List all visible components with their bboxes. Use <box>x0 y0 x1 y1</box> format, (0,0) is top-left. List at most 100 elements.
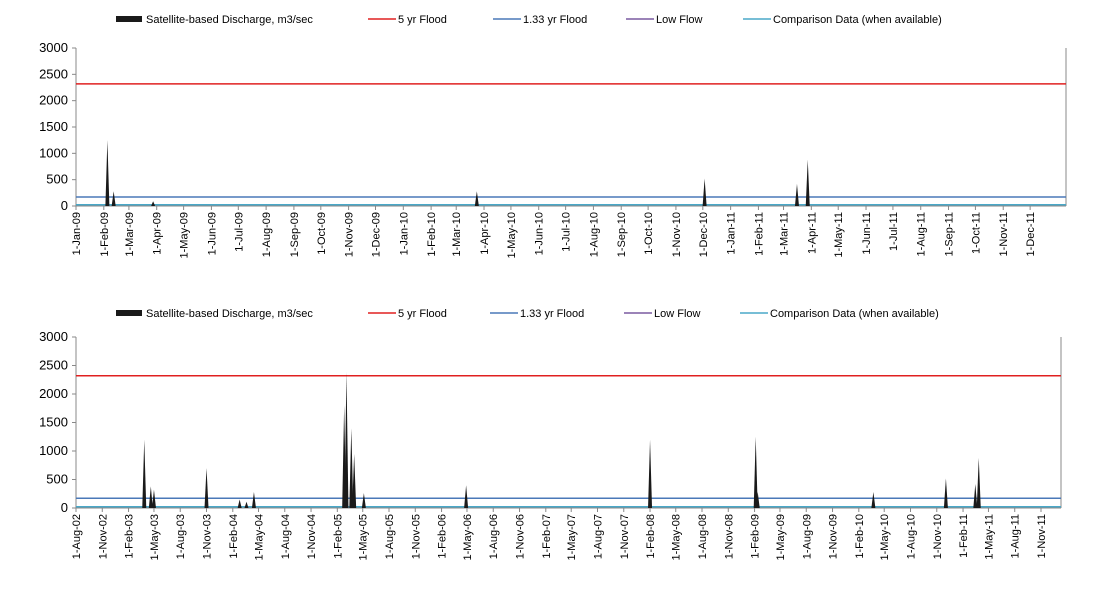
x-tick-label: 1-Nov-05 <box>410 514 422 559</box>
x-tick-label: 1-Aug-05 <box>384 514 396 559</box>
x-tick-label: 1-Feb-07 <box>541 514 553 559</box>
y-tick-label: 1500 <box>39 119 68 134</box>
x-tick-label: 1-Feb-03 <box>124 514 136 559</box>
x-tick-label: 1-May-09 <box>775 514 787 560</box>
x-tick-label: 1-May-08 <box>671 514 683 560</box>
discharge-spike <box>973 484 978 508</box>
x-tick-label: 1-Aug-06 <box>488 514 500 559</box>
discharge-spike <box>111 191 116 206</box>
discharge-spike <box>976 457 981 508</box>
discharge-spike <box>344 372 349 508</box>
chart-top: Satellite-based Discharge, m3/sec 5 yr Fl… <box>39 14 1067 258</box>
x-tick-label: 1-Nov-11 <box>998 212 1010 256</box>
x-tick-label: 1-Jun-09 <box>206 212 218 255</box>
discharge-spike <box>943 478 948 508</box>
x-tick-label: 1-Feb-10 <box>426 212 438 257</box>
y-tick-label: 1500 <box>39 415 68 430</box>
x-tick-label: 1-Mar-11 <box>779 212 791 256</box>
discharge-spike <box>142 439 147 508</box>
x-tick-label: 1-Oct-09 <box>316 212 328 255</box>
y-tick-label: 0 <box>61 198 68 213</box>
x-tick-label: 1-Aug-09 <box>801 514 813 559</box>
discharge-spike <box>805 159 810 206</box>
x-tick-label: 1-Nov-08 <box>723 514 735 559</box>
discharge-spike <box>244 501 249 508</box>
x-tick-label: 1-Sep-11 <box>944 212 956 256</box>
x-tick-label: 1-Feb-09 <box>750 514 762 559</box>
x-tick-label: 1-Feb-11 <box>753 212 765 256</box>
discharge-spike <box>755 492 760 508</box>
legend-label-comparison: Comparison Data (when available) <box>773 14 942 26</box>
x-tick-label: 1-Oct-11 <box>970 212 982 254</box>
discharge-spike <box>237 499 242 508</box>
y-tick-label: 3000 <box>39 40 68 55</box>
y-tick-label: 1000 <box>39 145 68 160</box>
x-tick-label: 1-Nov-04 <box>306 514 318 559</box>
discharge-spike <box>753 436 758 508</box>
y-tick-label: 2000 <box>39 93 68 108</box>
x-tick-label: 1-Mar-10 <box>451 212 463 257</box>
discharge-spike <box>204 468 209 508</box>
x-tick-label: 1-Nov-03 <box>202 514 214 559</box>
x-tick-label: 1-Feb-10 <box>854 514 866 559</box>
discharge-spike <box>251 492 256 508</box>
y-tick-label: 2500 <box>39 66 68 81</box>
discharge-spike <box>702 178 707 206</box>
x-tick-label: 1-May-09 <box>179 212 191 258</box>
x-tick-label: 1-May-11 <box>983 514 995 560</box>
legend-label-flood5: 5 yr Flood <box>398 14 447 26</box>
y-tick-label: 2500 <box>39 358 68 373</box>
x-tick-label: 1-Nov-09 <box>344 212 356 257</box>
chart-bottom: Satellite-based Discharge, m3/sec 5 yr Fl… <box>39 308 1062 560</box>
x-tick-label: 1-Feb-06 <box>437 514 449 559</box>
discharge-spike <box>648 439 653 508</box>
x-tick-label: 1-May-03 <box>149 514 161 560</box>
legend-label-flood133: 1.33 yr Flood <box>523 14 587 26</box>
x-tick-label: 1-Aug-08 <box>697 514 709 559</box>
x-tick-label: 1-Aug-11 <box>916 212 928 256</box>
discharge-spike <box>148 486 153 508</box>
x-tick-label: 1-Nov-09 <box>828 514 840 559</box>
x-tick-label: 1-Sep-09 <box>289 212 301 257</box>
x-tick-label: 1-Mar-09 <box>124 212 136 257</box>
discharge-spike <box>871 492 876 508</box>
discharge-spike <box>151 489 156 508</box>
x-tick-label: 1-Nov-10 <box>932 514 944 559</box>
x-tick-label: 1-Sep-10 <box>616 212 628 257</box>
discharge-spike <box>349 428 354 508</box>
x-tick-label: 1-Nov-02 <box>97 514 109 559</box>
x-tick-label: 1-May-07 <box>566 514 578 560</box>
x-tick-label: 1-Jul-10 <box>561 212 573 252</box>
y-tick-label: 500 <box>46 172 68 187</box>
discharge-spike <box>151 201 156 206</box>
x-tick-label: 1-Nov-07 <box>619 514 631 559</box>
x-tick-label: 1-Dec-11 <box>1025 212 1037 256</box>
y-tick-label: 500 <box>46 472 68 487</box>
x-tick-label: 1-Oct-10 <box>643 212 655 255</box>
discharge-spike <box>464 485 469 508</box>
legend-label-discharge: Satellite-based Discharge, m3/sec <box>146 14 313 26</box>
x-tick-label: 1-Jun-11 <box>861 212 873 255</box>
x-tick-label: 1-Aug-11 <box>1010 514 1022 558</box>
x-tick-label: 1-Dec-09 <box>371 212 383 257</box>
x-tick-label: 1-Jan-11 <box>726 212 738 255</box>
x-tick-label: 1-May-04 <box>253 514 265 560</box>
legend-swatch-discharge <box>116 16 142 22</box>
legend-label-lowflow: Low Flow <box>656 14 703 26</box>
x-tick-label: 1-May-11 <box>833 212 845 258</box>
legend-label-comparison: Comparison Data (when available) <box>770 308 939 320</box>
discharge-spike <box>474 191 479 206</box>
x-tick-label: 1-Dec-10 <box>698 212 710 257</box>
x-tick-label: 1-Jan-10 <box>398 212 410 255</box>
discharge-spike <box>352 453 357 508</box>
discharge-spike <box>105 140 110 206</box>
discharge-spike <box>794 183 799 206</box>
x-tick-label: 1-Aug-07 <box>592 514 604 559</box>
y-tick-label: 1000 <box>39 443 68 458</box>
legend-swatch-discharge <box>116 310 142 316</box>
x-tick-label: 1-May-10 <box>506 212 518 258</box>
x-tick-label: 1-Aug-10 <box>588 212 600 257</box>
x-tick-label: 1-Jul-09 <box>233 212 245 252</box>
y-tick-label: 0 <box>61 500 68 515</box>
